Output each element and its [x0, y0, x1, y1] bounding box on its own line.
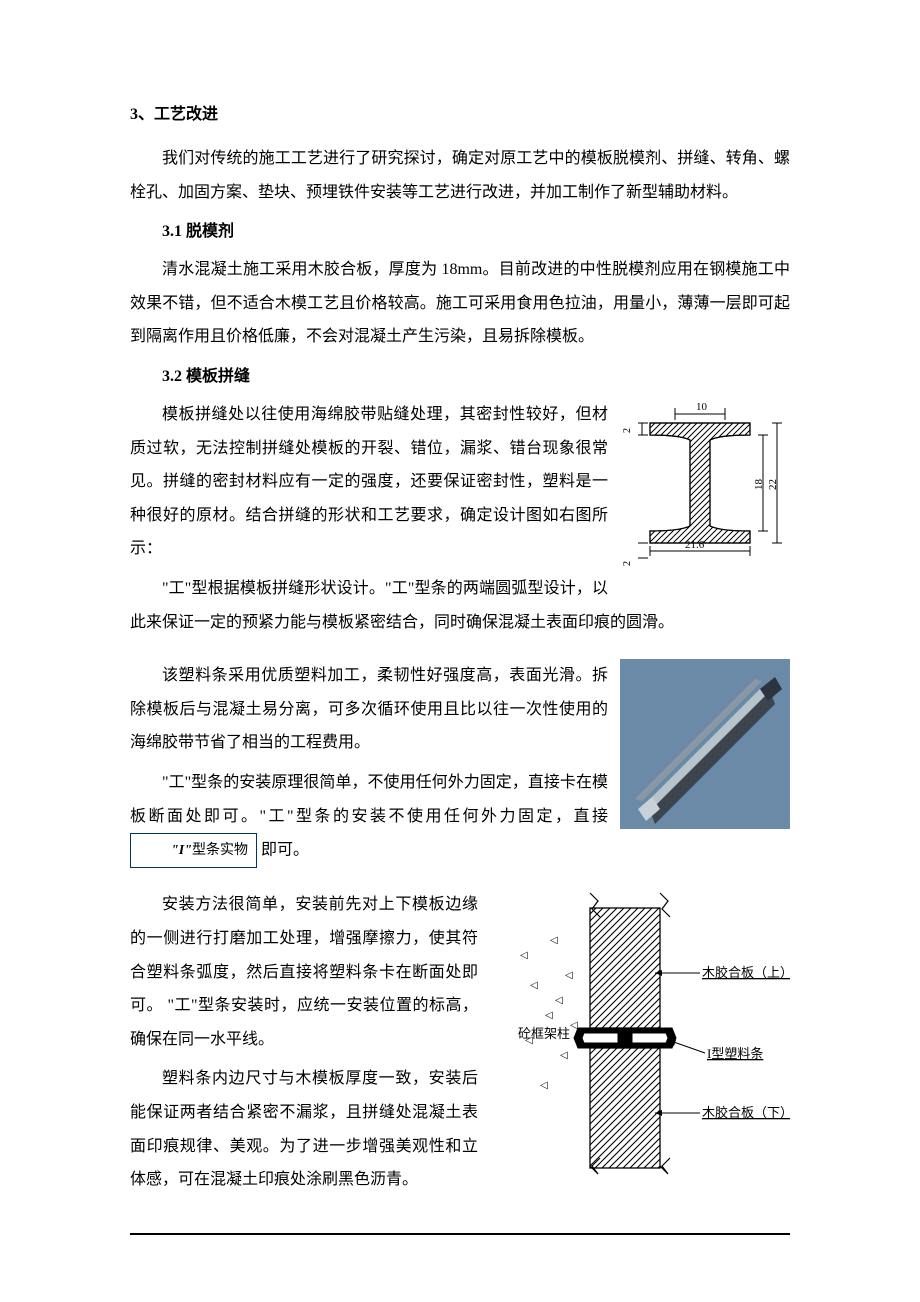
- label-strip: I型塑料条: [707, 1046, 763, 1061]
- section-title: 工艺改进: [154, 106, 218, 123]
- sub31-heading: 3.1 脱模剂: [130, 217, 790, 241]
- sub32-title: 模板拼缝: [186, 368, 250, 385]
- svg-text:◁: ◁: [555, 995, 563, 1006]
- section-number: 3: [130, 106, 138, 123]
- intro-paragraph: 我们对传统的施工工艺进行了研究探讨，确定对原工艺中的模板脱模剂、拼缝、转角、螺栓…: [130, 142, 790, 209]
- dim-left-flange: 2: [622, 428, 633, 433]
- svg-text:◁: ◁: [540, 1080, 548, 1091]
- figure-assembly: ◁ ◁ ◁ ◁ ◁ ◁ ◁ ◁ ◁ ◁: [490, 888, 790, 1183]
- sub32-p4b: 即可。: [261, 841, 309, 858]
- sub32-number: 3.2: [162, 368, 182, 385]
- svg-text:◁: ◁: [545, 1010, 553, 1021]
- section-heading: 3、工艺改进: [130, 100, 790, 124]
- bottom-rule: [130, 1233, 790, 1235]
- svg-text:◁: ◁: [530, 980, 538, 991]
- svg-text:◁: ◁: [560, 1050, 568, 1061]
- svg-text:◁: ◁: [570, 1020, 578, 1031]
- svg-text:◁: ◁: [550, 935, 558, 946]
- dim-inner-h: 18: [753, 478, 765, 490]
- page: 3、工艺改进 我们对传统的施工工艺进行了研究探讨，确定对原工艺中的模板脱模剂、拼…: [0, 0, 920, 1295]
- sub32-heading: 3.2 模板拼缝: [130, 362, 790, 386]
- dim-flange: 2: [622, 561, 633, 566]
- svg-text:◁: ◁: [565, 970, 573, 981]
- dim-top: 10: [696, 401, 708, 413]
- photo-svg: [620, 659, 790, 829]
- sub31-p1: 清水混凝土施工采用木胶合板，厚度为 18mm。目前改进的中性脱模剂应用在钢模施工…: [130, 253, 790, 354]
- sub31-title: 脱模剂: [186, 223, 234, 240]
- sub31-number: 3.1: [162, 223, 182, 240]
- dim-bottom: 21.6: [685, 539, 705, 551]
- label-column: 砼框架柱: [518, 1026, 570, 1041]
- label-board-bot: 木胶合板（下）: [702, 1105, 790, 1120]
- assembly-svg: ◁ ◁ ◁ ◁ ◁ ◁ ◁ ◁ ◁ ◁: [490, 888, 790, 1178]
- sub32-p4a: "工"型条的安装原理很简单，不使用任何外力固定，直接卡在模板断面处即可。"工"型…: [130, 774, 608, 825]
- sub32-p2: "工"型根据模板拼缝形状设计。"工"型条的两端圆弧型设计，以此来保证一定的预紧力…: [130, 572, 790, 639]
- label-board-top: 木胶合板（上）: [702, 965, 790, 980]
- caption-suffix: 型条实物: [192, 843, 248, 858]
- figure-ibeam-section: 10 2 21.6 2: [620, 398, 790, 578]
- svg-text:◁: ◁: [520, 950, 528, 961]
- caption-prefix: "I": [171, 843, 192, 858]
- figure-ibeam-photo: [620, 659, 790, 840]
- photo-caption-box: "I"型条实物: [130, 833, 257, 868]
- ibeam-svg: 10 2 21.6 2: [620, 398, 790, 573]
- concrete-marks: ◁ ◁ ◁ ◁ ◁ ◁ ◁ ◁ ◁ ◁: [520, 935, 578, 1091]
- dim-total-h: 22: [767, 479, 779, 490]
